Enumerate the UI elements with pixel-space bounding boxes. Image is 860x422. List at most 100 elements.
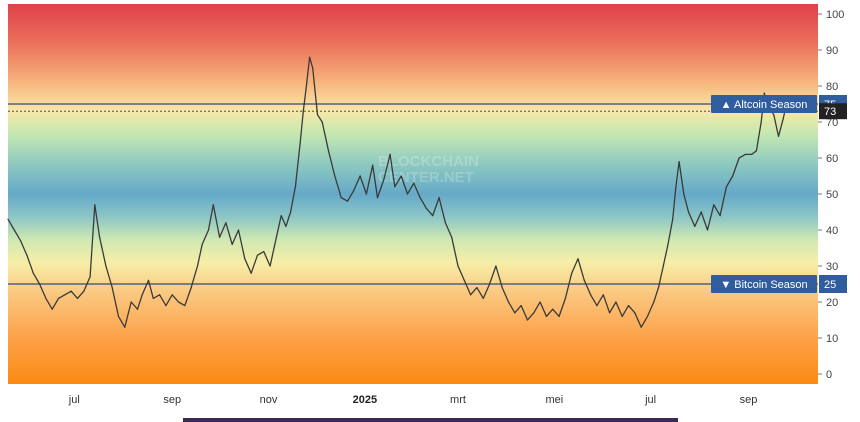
data-point-109 [657,287,660,289]
data-point-82 [489,283,491,285]
data-point-131 [773,114,775,116]
data-point-48 [294,186,296,188]
data-point-8 [57,297,60,299]
x-axis-background [8,384,818,410]
data-point-38 [237,229,240,231]
data-point-42 [263,251,265,253]
watermark-line-1: BLOCKCHAIN [378,153,479,170]
data-point-69 [406,193,409,195]
x-tick-label-7: sep [740,394,758,406]
y-tick-label-30: 30 [826,261,838,273]
data-point-37 [231,243,233,245]
series-layer [7,56,797,328]
data-point-127 [755,150,758,152]
data-point-118 [700,211,702,213]
data-point-111 [667,243,669,245]
bottom-preview-strip [183,418,678,422]
season-value-badge-1 [819,275,847,293]
data-point-85 [507,301,510,303]
reference-lines [8,103,818,285]
data-point-113 [675,186,677,188]
data-point-11 [76,297,79,299]
data-point-108 [653,301,655,303]
watermark-line-2: CENTER.NET [378,169,474,186]
data-point-80 [476,287,478,289]
data-point-5 [39,283,41,285]
data-point-78 [463,279,465,281]
data-point-9 [64,294,66,296]
data-point-64 [376,197,379,199]
data-point-99 [596,305,598,307]
data-point-6 [45,297,47,299]
y-tick-label-100: 100 [826,9,844,21]
x-tick-label-4: mrt [450,394,466,406]
season-value-label-1: 25 [824,279,836,291]
data-point-116 [687,211,690,213]
data-point-17 [111,287,113,289]
data-point-105 [634,312,636,314]
data-point-60 [353,189,355,191]
data-point-71 [419,197,421,199]
season-badge-0 [711,95,817,113]
data-point-25 [159,294,161,296]
data-point-58 [340,197,342,199]
season-badge-label-0: ▲ Altcoin Season [721,99,808,111]
data-point-14 [94,204,96,206]
data-point-120 [713,204,715,206]
data-point-61 [359,175,361,177]
data-point-32 [201,243,203,245]
data-point-36 [225,222,227,224]
data-point-56 [327,150,330,152]
data-point-103 [621,315,623,317]
data-point-119 [706,229,709,231]
y-tick-label-90: 90 [826,45,838,57]
data-point-112 [672,218,674,220]
data-point-3 [26,254,28,256]
data-point-97 [583,279,585,281]
y-tick-label-50: 50 [826,189,838,201]
data-point-76 [451,236,453,238]
data-point-50 [302,110,304,112]
data-point-75 [444,222,446,224]
data-point-57 [334,175,336,177]
data-point-93 [558,315,560,317]
data-point-91 [545,315,548,317]
data-point-115 [683,193,685,195]
data-point-59 [346,200,349,202]
data-point-104 [627,305,630,307]
data-point-79 [470,294,472,296]
data-point-67 [394,186,396,188]
plot-background [8,4,818,384]
data-point-84 [501,287,503,289]
data-point-20 [130,301,132,303]
data-point-45 [280,215,282,217]
data-point-0 [7,218,9,220]
data-point-121 [719,215,721,217]
data-point-70 [413,182,415,184]
x-tick-label-6: jul [644,394,656,406]
x-axis: jul sep nov 2025 mrt mei jul sep [8,384,818,410]
data-point-39 [244,258,246,260]
data-point-13 [89,276,91,278]
data-point-129 [763,92,765,94]
y-tick-label-20: 20 [826,297,838,309]
data-point-63 [372,164,374,166]
data-point-88 [526,319,529,321]
data-point-107 [646,315,649,317]
data-point-1 [13,229,15,231]
y-tick-label-60: 60 [826,153,838,165]
data-point-117 [694,225,696,227]
watermark: BLOCKCHAIN CENTER.NET [378,153,479,186]
data-point-72 [425,207,427,209]
data-point-43 [269,265,271,267]
data-point-94 [564,297,567,299]
data-point-29 [184,305,186,307]
data-point-65 [383,179,385,181]
data-point-83 [495,265,497,267]
data-point-4 [32,272,34,274]
data-point-92 [552,308,554,310]
x-tick-label-0: jul [68,394,80,406]
data-point-16 [105,265,107,267]
